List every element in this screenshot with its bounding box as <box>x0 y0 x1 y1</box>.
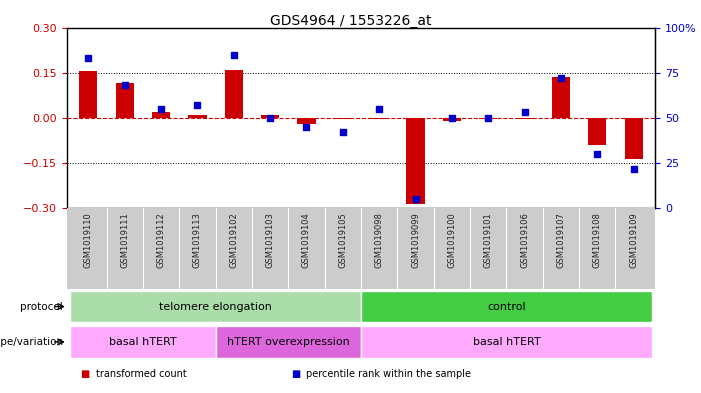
Bar <box>588 118 606 145</box>
Text: GSM1019106: GSM1019106 <box>520 212 529 268</box>
Text: GSM1019099: GSM1019099 <box>411 212 420 268</box>
Point <box>447 115 458 121</box>
Text: GSM1019110: GSM1019110 <box>84 212 93 268</box>
Bar <box>479 118 497 119</box>
Point <box>592 151 603 157</box>
Point <box>337 129 348 136</box>
Text: GSM1019104: GSM1019104 <box>302 212 311 268</box>
Text: GSM1019102: GSM1019102 <box>229 212 238 268</box>
Point <box>301 124 312 130</box>
Text: telomere elongation: telomere elongation <box>159 301 272 312</box>
Text: protocol: protocol <box>20 301 63 312</box>
Point <box>229 51 240 58</box>
Bar <box>407 118 425 204</box>
Bar <box>79 71 97 118</box>
Point <box>482 115 494 121</box>
Text: GSM1019107: GSM1019107 <box>557 212 566 268</box>
Bar <box>625 118 643 158</box>
Bar <box>152 112 170 118</box>
Bar <box>361 326 652 358</box>
Point <box>374 106 385 112</box>
Bar <box>297 118 315 124</box>
Bar <box>225 70 243 118</box>
Point <box>410 196 421 202</box>
Bar <box>70 326 216 358</box>
Text: genotype/variation: genotype/variation <box>0 337 63 347</box>
Bar <box>370 118 388 119</box>
Bar <box>552 77 570 118</box>
Point <box>156 106 167 112</box>
Text: GSM1019111: GSM1019111 <box>121 212 129 268</box>
Text: transformed count: transformed count <box>96 369 186 379</box>
Bar <box>70 290 361 322</box>
Point <box>519 109 530 116</box>
Bar <box>361 290 652 322</box>
Bar <box>189 115 207 118</box>
Text: ■: ■ <box>81 369 90 379</box>
Text: GSM1019103: GSM1019103 <box>266 212 275 268</box>
Text: hTERT overexpression: hTERT overexpression <box>227 337 350 347</box>
Text: ■: ■ <box>291 369 300 379</box>
Bar <box>515 118 533 119</box>
Text: basal hTERT: basal hTERT <box>109 337 177 347</box>
Text: GDS4964 / 1553226_at: GDS4964 / 1553226_at <box>270 14 431 28</box>
Bar <box>443 118 461 121</box>
Bar <box>116 83 134 118</box>
Text: GSM1019112: GSM1019112 <box>156 212 165 268</box>
Point <box>555 75 566 81</box>
Point <box>83 55 94 61</box>
Bar <box>334 118 352 119</box>
Text: GSM1019098: GSM1019098 <box>375 212 383 268</box>
Bar <box>216 326 361 358</box>
Text: GSM1019101: GSM1019101 <box>484 212 493 268</box>
Text: control: control <box>487 301 526 312</box>
Text: GSM1019100: GSM1019100 <box>447 212 456 268</box>
Point <box>119 82 130 88</box>
Text: GSM1019108: GSM1019108 <box>593 212 601 268</box>
Text: GSM1019113: GSM1019113 <box>193 212 202 268</box>
Point <box>264 115 275 121</box>
Text: percentile rank within the sample: percentile rank within the sample <box>306 369 471 379</box>
Text: GSM1019105: GSM1019105 <box>339 212 347 268</box>
Text: GSM1019109: GSM1019109 <box>629 212 638 268</box>
Point <box>628 165 639 172</box>
Text: basal hTERT: basal hTERT <box>472 337 540 347</box>
Point <box>192 102 203 108</box>
Bar <box>261 115 279 118</box>
